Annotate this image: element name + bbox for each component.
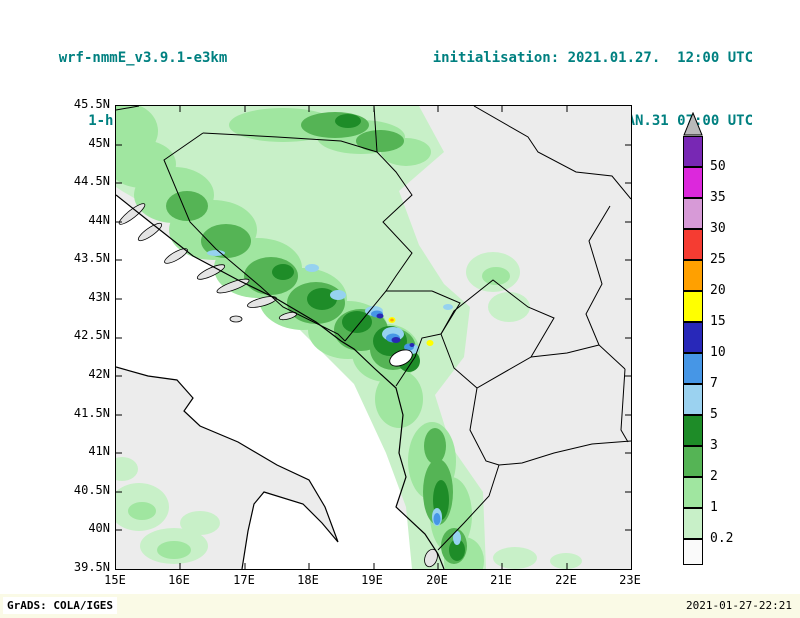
colorbar-tick-label: 25	[710, 252, 726, 267]
lat-tick-label: 39.5N	[73, 560, 110, 574]
colorbar-segment	[683, 291, 703, 322]
coastline	[116, 194, 445, 569]
grads-credit: GrADS: COLA/IGES	[3, 597, 117, 614]
lon-tick-label: 18E	[297, 573, 319, 587]
colorbar-overflow-cap-icon	[683, 112, 703, 136]
balkans-precipitation-map	[116, 106, 631, 569]
lat-tick-label: 40N	[88, 521, 110, 535]
border-macedonia-bulgaria	[620, 368, 629, 443]
colorbar-segment	[683, 508, 703, 539]
border-sava	[202, 132, 378, 153]
colorbar-segment	[683, 260, 703, 291]
colorbar-segment	[683, 446, 703, 477]
lon-tick-label: 16E	[168, 573, 190, 587]
border-macedonia-serbia	[530, 344, 600, 358]
colorbar-segment	[683, 198, 703, 229]
lake-skadar	[389, 349, 413, 367]
colorbar-segment	[683, 384, 703, 415]
lon-tick-label: 20E	[426, 573, 448, 587]
colorbar-tick-label: 10	[710, 345, 726, 360]
border-bosnia-montenegro	[344, 290, 432, 342]
lat-tick-label: 42N	[88, 367, 110, 381]
border-serbia-romania	[473, 106, 631, 200]
map-plot-area	[115, 105, 632, 570]
adriatic-islands	[118, 203, 438, 568]
axis-tick-marks	[116, 106, 631, 569]
init-time-label: initialisation: 2021.01.27. 12:00 UTC	[432, 50, 753, 66]
colorbar-tick-label: 5	[710, 407, 718, 422]
lat-tick-label: 44.5N	[73, 174, 110, 188]
colorbar-segment	[683, 353, 703, 384]
colorbar-segment	[683, 229, 703, 260]
border-serbia-bulgaria	[585, 205, 626, 370]
colorbar-segment	[683, 322, 703, 353]
colorbar-tick-label: 1	[710, 500, 718, 515]
lat-tick-label: 45.5N	[73, 97, 110, 111]
border-albania-greece	[437, 464, 500, 551]
colorbar-tick-label: 7	[710, 376, 718, 391]
border-macedonia-greece	[498, 440, 631, 466]
colorbar-tick-label: 0.2	[710, 531, 734, 546]
lon-tick-label: 17E	[233, 573, 255, 587]
precip-level-10	[376, 313, 415, 347]
precip-level-20	[390, 318, 394, 322]
border-montenegro-albania	[395, 333, 442, 387]
lon-tick-label: 15E	[104, 573, 126, 587]
lat-tick-label: 41.5N	[73, 406, 110, 420]
sea-adriatic	[116, 195, 444, 569]
lon-tick-label: 21E	[490, 573, 512, 587]
lat-tick-label: 40.5N	[73, 483, 110, 497]
country-borders	[116, 106, 631, 551]
colorbar-tick-label: 30	[710, 221, 726, 236]
colorbar-tick-label: 2	[710, 469, 718, 484]
colorbar-segment	[683, 477, 703, 508]
lat-tick-label: 42.5N	[73, 328, 110, 342]
model-title: wrf-nmmE_v3.9.1-e3km	[58, 50, 228, 66]
lat-tick-label: 44N	[88, 213, 110, 227]
footer-bar: GrADS: COLA/IGES 2021-01-27-22:21	[0, 594, 800, 618]
border-croatia-serbia	[373, 106, 378, 153]
border-slovenia	[116, 106, 140, 111]
colorbar: 50 35 30 25 20 15 10 7 5 3 2 1 0.2	[683, 112, 743, 572]
border-croatia-bosnia-west	[163, 132, 346, 342]
colorbar-segment	[683, 136, 703, 167]
colorbar-tick-label: 50	[710, 159, 726, 174]
lon-tick-label: 22E	[555, 573, 577, 587]
lat-tick-label: 45N	[88, 136, 110, 150]
lat-tick-label: 43.5N	[73, 251, 110, 265]
lon-tick-label: 19E	[361, 573, 383, 587]
border-kosovo	[440, 279, 555, 389]
lon-tick-label: 23E	[619, 573, 641, 587]
colorbar-segment	[683, 539, 703, 565]
creation-timestamp: 2021-01-27-22:21	[686, 599, 792, 612]
colorbar-tick-label: 20	[710, 283, 726, 298]
colorbar-segment	[683, 415, 703, 446]
lat-tick-label: 43N	[88, 290, 110, 304]
border-macedonia-albania	[469, 387, 500, 466]
colorbar-tick-label: 3	[710, 438, 718, 453]
colorbar-segment	[683, 167, 703, 198]
colorbar-tick-label: 35	[710, 190, 726, 205]
border-drina	[376, 151, 413, 292]
lat-tick-label: 41N	[88, 444, 110, 458]
colorbar-tick-label: 15	[710, 314, 726, 329]
